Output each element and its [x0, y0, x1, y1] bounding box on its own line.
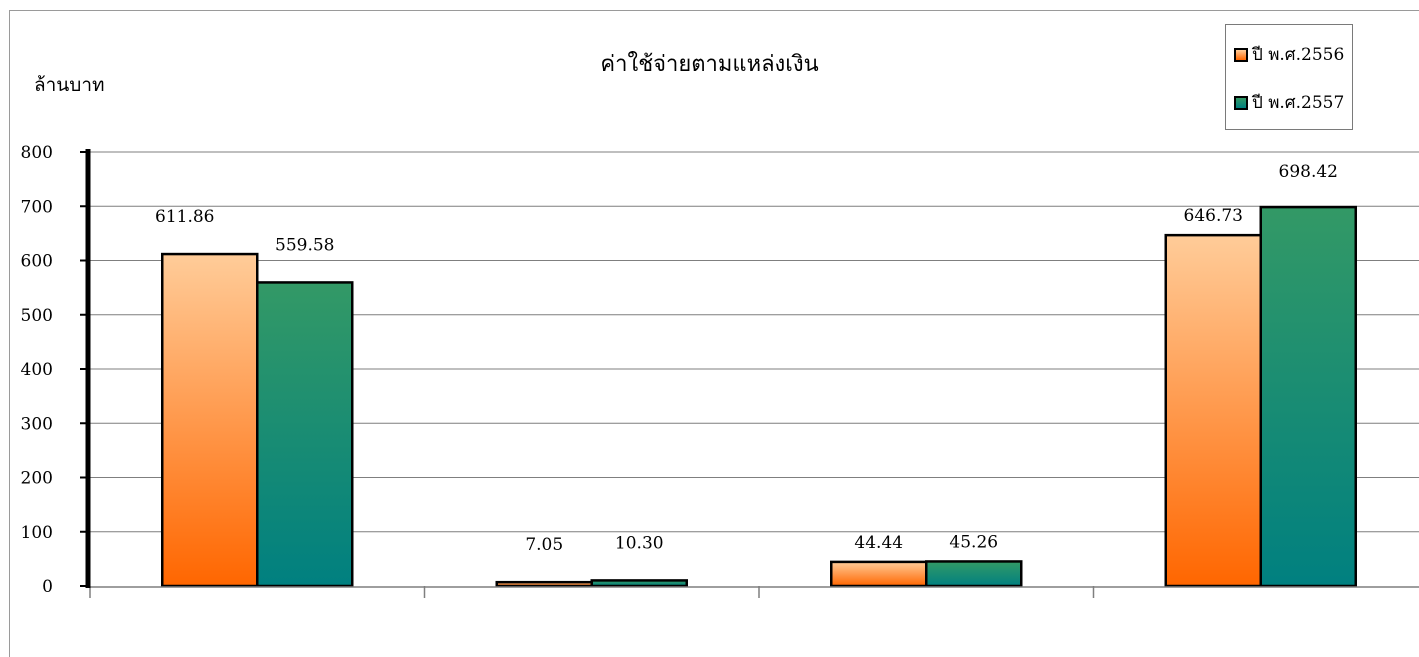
y-tick-label-100: 100: [21, 523, 53, 543]
y-tick-label-400: 400: [21, 360, 53, 380]
bar-s1-c3: [1259, 205, 1357, 588]
bar-s1-c1: [590, 579, 688, 588]
legend-swatch-2556: [1234, 47, 1248, 62]
data-label-s1-c3: 698.42: [1279, 162, 1338, 182]
y-tick-label-700: 700: [21, 197, 53, 217]
chart-frame: [9, 10, 1419, 657]
bar-s0-c1: [495, 580, 593, 588]
y-tick-label-200: 200: [21, 469, 53, 489]
data-label-s0-c1: 7.05: [525, 535, 563, 555]
data-label-s1-c1: 10.30: [615, 533, 664, 553]
data-label-s1-c0: 559.58: [275, 235, 334, 255]
bar-s0-c0: [161, 252, 259, 588]
legend: ปี พ.ศ.2556 ปี พ.ศ.2557: [1225, 24, 1353, 130]
bar-s0-c3: [1164, 233, 1262, 588]
legend-item-2556: ปี พ.ศ.2556: [1234, 41, 1344, 68]
y-tick-label-800: 800: [21, 143, 53, 163]
legend-label-2557: ปี พ.ศ.2557: [1252, 93, 1345, 113]
bar-s0-c2: [830, 560, 928, 588]
y-tick-label-0: 0: [42, 577, 53, 597]
data-label-s0-c0: 611.86: [155, 207, 214, 227]
chart-title: ค่าใช้จ่ายตามแหล่งเงิน: [600, 52, 819, 77]
legend-swatch-2557: [1234, 95, 1248, 110]
y-axis-label: ล้านบาท: [34, 74, 105, 96]
data-label-s1-c2: 45.26: [949, 532, 998, 552]
y-tick-label-300: 300: [21, 414, 53, 434]
data-label-s0-c2: 44.44: [854, 533, 903, 553]
y-tick-label-500: 500: [21, 306, 53, 326]
data-label-s0-c3: 646.73: [1184, 206, 1243, 226]
legend-item-2557: ปี พ.ศ.2557: [1234, 89, 1344, 116]
y-tick-label-600: 600: [21, 252, 53, 272]
legend-label-2556: ปี พ.ศ.2556: [1252, 45, 1345, 65]
bar-s1-c2: [925, 560, 1023, 588]
bar-s1-c0: [256, 281, 354, 588]
